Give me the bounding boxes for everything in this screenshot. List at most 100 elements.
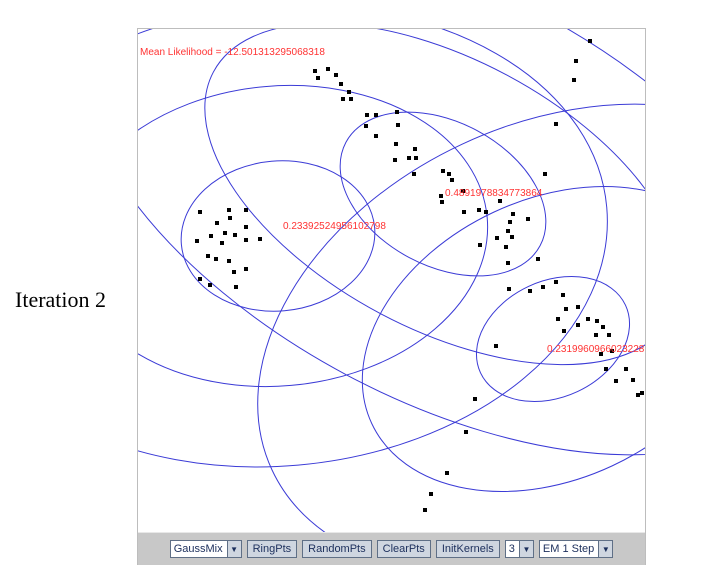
data-point: [334, 73, 338, 77]
random-pts-button[interactable]: RandomPts: [302, 540, 371, 558]
step-select[interactable]: EM 1 Step ▼: [539, 540, 613, 558]
data-point: [258, 237, 262, 241]
data-point: [511, 212, 515, 216]
data-point: [574, 59, 578, 63]
data-point: [541, 285, 545, 289]
data-point: [601, 325, 605, 329]
data-point: [494, 344, 498, 348]
kernel-1-contour-outer: [138, 29, 627, 494]
data-point: [374, 113, 378, 117]
data-point: [413, 147, 417, 151]
data-point: [423, 508, 427, 512]
data-point: [244, 238, 248, 242]
data-point: [556, 317, 560, 321]
kernel-3-contour-inner: [456, 253, 645, 426]
chevron-down-icon[interactable]: ▼: [227, 541, 241, 557]
data-point: [227, 259, 231, 263]
step-select-value: EM 1 Step: [543, 543, 594, 555]
iteration-caption: Iteration 2: [15, 287, 106, 313]
data-point: [447, 172, 451, 176]
data-point: [439, 194, 443, 198]
data-point: [234, 285, 238, 289]
data-point: [206, 254, 210, 258]
data-point: [339, 82, 343, 86]
data-point: [507, 287, 511, 291]
data-point: [244, 267, 248, 271]
data-point: [208, 283, 212, 287]
kernel-3-weight-label: 0.2319960966023228: [547, 344, 645, 355]
data-point: [396, 123, 400, 127]
init-kernels-button[interactable]: InitKernels: [436, 540, 500, 558]
data-point: [631, 378, 635, 382]
data-point: [506, 229, 510, 233]
data-point: [624, 367, 628, 371]
data-point: [526, 217, 530, 221]
data-point: [506, 261, 510, 265]
data-point: [464, 430, 468, 434]
data-point: [450, 178, 454, 182]
kernel-count-value: 3: [509, 543, 515, 555]
data-point: [536, 257, 540, 261]
model-select[interactable]: GaussMix ▼: [170, 540, 242, 558]
plot-canvas[interactable]: Mean Likelihood = -12.501313295068318 0.…: [138, 29, 645, 532]
data-point: [554, 280, 558, 284]
kernel-2-weight-label: 0.4891978834773864: [445, 188, 543, 199]
data-point: [215, 221, 219, 225]
data-point: [395, 110, 399, 114]
data-point: [594, 333, 598, 337]
data-point: [504, 245, 508, 249]
data-point: [554, 122, 558, 126]
data-point: [227, 208, 231, 212]
data-point: [561, 293, 565, 297]
data-point: [572, 78, 576, 82]
chevron-down-icon[interactable]: ▼: [598, 541, 612, 557]
kernel-count-select[interactable]: 3 ▼: [505, 540, 534, 558]
ring-pts-button[interactable]: RingPts: [247, 540, 298, 558]
chevron-down-icon[interactable]: ▼: [519, 541, 533, 557]
data-point: [477, 208, 481, 212]
data-point: [576, 323, 580, 327]
data-point: [562, 329, 566, 333]
plot-svg: Mean Likelihood = -12.501313295068318 0.…: [138, 29, 645, 532]
data-point: [364, 124, 368, 128]
data-point: [495, 236, 499, 240]
data-point: [198, 277, 202, 281]
data-point: [607, 333, 611, 337]
data-point: [429, 492, 433, 496]
data-point: [393, 158, 397, 162]
data-point: [528, 289, 532, 293]
data-point: [588, 39, 592, 43]
data-point: [414, 156, 418, 160]
data-point: [462, 210, 466, 214]
data-point: [232, 270, 236, 274]
data-point: [543, 172, 547, 176]
data-point: [564, 307, 568, 311]
data-point: [586, 317, 590, 321]
data-point: [445, 471, 449, 475]
data-point: [223, 231, 227, 235]
data-point: [228, 216, 232, 220]
data-point: [498, 199, 502, 203]
data-point: [640, 391, 644, 395]
data-point: [349, 97, 353, 101]
data-point: [508, 220, 512, 224]
data-point: [326, 67, 330, 71]
data-point: [244, 225, 248, 229]
data-point: [614, 379, 618, 383]
data-point: [440, 200, 444, 204]
data-point: [636, 393, 640, 397]
kernel-1-contour-middle: [138, 68, 500, 403]
data-point: [441, 169, 445, 173]
data-point: [374, 134, 378, 138]
em-applet: Mean Likelihood = -12.501313295068318 0.…: [137, 28, 646, 565]
data-point: [244, 208, 248, 212]
data-point: [220, 241, 224, 245]
kernel-1-contour-inner: [175, 153, 381, 319]
data-point: [604, 367, 608, 371]
mean-likelihood-label: Mean Likelihood = -12.501313295068318: [140, 47, 325, 58]
data-point: [365, 113, 369, 117]
data-point: [347, 90, 351, 94]
data-point: [214, 257, 218, 261]
clear-pts-button[interactable]: ClearPts: [377, 540, 431, 558]
data-point: [233, 233, 237, 237]
